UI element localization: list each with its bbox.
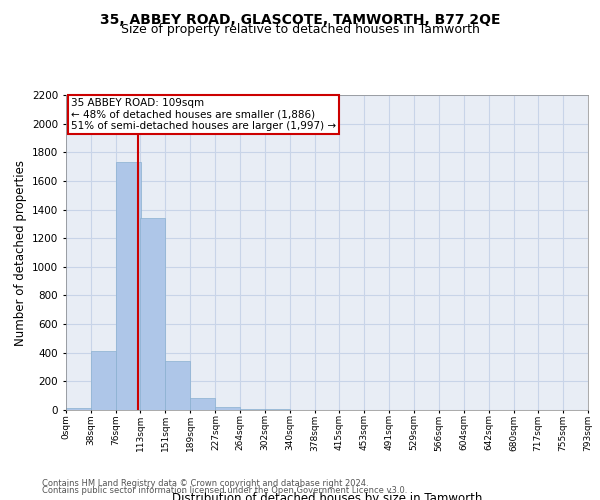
- Y-axis label: Number of detached properties: Number of detached properties: [14, 160, 26, 346]
- Text: Contains HM Land Registry data © Crown copyright and database right 2024.: Contains HM Land Registry data © Crown c…: [42, 478, 368, 488]
- Text: 35 ABBEY ROAD: 109sqm
← 48% of detached houses are smaller (1,886)
51% of semi-d: 35 ABBEY ROAD: 109sqm ← 48% of detached …: [71, 98, 337, 132]
- Bar: [91, 352, 116, 410]
- Bar: [215, 407, 241, 410]
- Bar: [240, 408, 265, 410]
- Bar: [116, 162, 141, 410]
- Bar: [140, 218, 166, 410]
- Text: Size of property relative to detached houses in Tamworth: Size of property relative to detached ho…: [121, 22, 479, 36]
- Bar: [190, 398, 215, 410]
- Bar: [166, 362, 190, 410]
- Text: 35, ABBEY ROAD, GLASCOTE, TAMWORTH, B77 2QE: 35, ABBEY ROAD, GLASCOTE, TAMWORTH, B77 …: [100, 12, 500, 26]
- X-axis label: Distribution of detached houses by size in Tamworth: Distribution of detached houses by size …: [172, 492, 482, 500]
- Bar: [66, 408, 91, 410]
- Text: Contains public sector information licensed under the Open Government Licence v3: Contains public sector information licen…: [42, 486, 407, 495]
